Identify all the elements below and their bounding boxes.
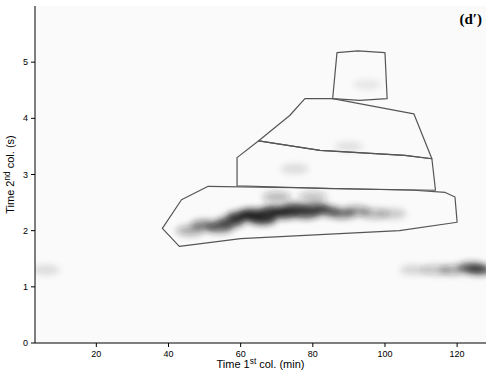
x-tick [384,343,385,347]
y-tick-label: 4 [23,113,28,123]
y-tick-label: 3 [23,170,28,180]
spot [465,265,486,275]
x-tick [240,343,241,347]
spots [35,80,486,275]
y-tick [31,118,35,119]
spot [281,164,309,174]
y-tick-label: 5 [23,57,28,67]
x-axis-title: Time 1st col. (min) [217,357,305,371]
x-tick-label: 100 [377,349,392,359]
x-tick [312,343,313,347]
plot-background [35,6,486,343]
x-tick [457,343,458,347]
x-tick [96,343,97,347]
region [333,51,387,100]
y-tick [31,286,35,287]
y-tick [31,62,35,63]
spot [263,192,291,202]
panel-label: (d′) [459,11,482,28]
spot [35,265,60,275]
x-tick-label: 20 [91,349,101,359]
region [237,141,435,190]
y-tick [31,230,35,231]
region [162,186,457,246]
y-tick [31,174,35,175]
x-tick [168,343,169,347]
spot [378,209,406,219]
chart: 20406080100120012345Time 1st col. (min)T… [0,0,492,374]
y-tick-label: 0 [23,338,28,348]
x-axis [35,343,486,344]
spot [353,80,381,90]
x-tick-label: 80 [308,349,318,359]
y-axis-title: Time 2nd col. (s) [3,135,17,213]
plot-area [35,51,486,275]
y-tick-label: 1 [23,282,28,292]
y-tick-label: 2 [23,226,28,236]
y-tick [31,343,35,344]
spot [299,192,327,202]
x-tick-label: 120 [450,349,465,359]
region [259,99,432,159]
x-tick-label: 40 [163,349,173,359]
spot [335,141,363,151]
